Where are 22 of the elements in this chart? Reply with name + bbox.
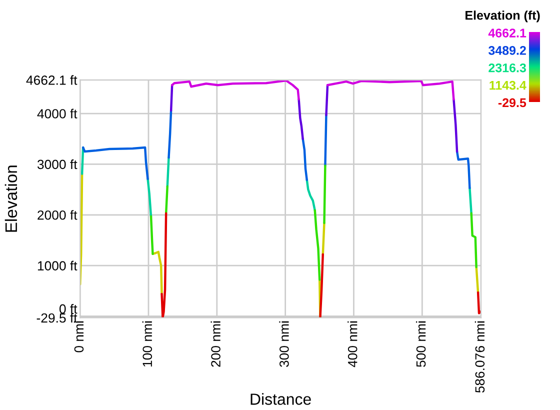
color-bar-label: 3489.2 bbox=[488, 46, 526, 55]
y-tick-label: 4000 ft bbox=[37, 108, 78, 118]
x-tick-label: 100 nmi bbox=[142, 321, 152, 366]
color-bar-label: -29.5 bbox=[498, 98, 526, 108]
x-tick-label: 300 nmi bbox=[279, 321, 289, 367]
color-bar-label: 4662.1 bbox=[488, 28, 526, 38]
y-tick-label: 3000 ft bbox=[37, 159, 78, 170]
x-tick-label: 586.076 nmi bbox=[474, 321, 485, 393]
y-tick-label: -29.5 ft bbox=[36, 312, 78, 323]
x-tick-label: 400 nmi bbox=[348, 321, 358, 368]
color-bar-label: 1143.4 bbox=[490, 80, 526, 90]
x-axis-title: Distance bbox=[250, 393, 311, 405]
x-tick-label: 500 nmi bbox=[416, 321, 426, 367]
y-tick-label: 1000 ft bbox=[38, 260, 78, 270]
y-tick-label: 4662.1 ft bbox=[26, 75, 78, 85]
y-tick-label: 0 ft bbox=[59, 304, 78, 314]
color-bar-title: Elevation (ft) bbox=[466, 10, 540, 22]
color-bar-label: 2316.3 bbox=[488, 63, 526, 72]
x-tick-label: 200 nmi bbox=[210, 321, 220, 367]
x-tick-label: 0 nmi bbox=[74, 321, 84, 352]
y-tick-label: 2000 ft bbox=[38, 210, 78, 220]
y-axis-title: Elevation bbox=[4, 166, 18, 232]
